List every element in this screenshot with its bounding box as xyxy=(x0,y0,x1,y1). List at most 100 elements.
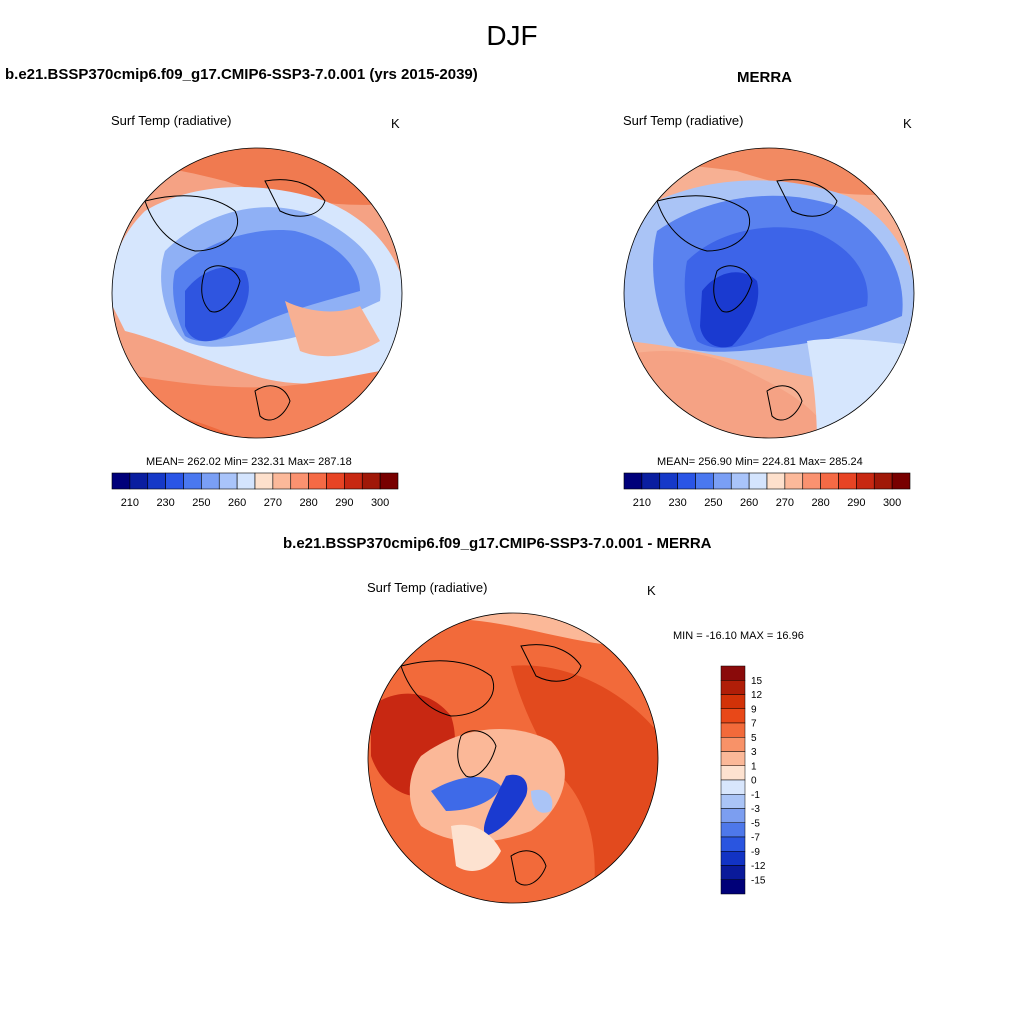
model-map-siberia-mild xyxy=(285,301,380,357)
diff-map-cold-patch xyxy=(531,789,553,813)
figure-title: DJF xyxy=(486,20,538,51)
model-colorbar-swatch xyxy=(272,472,292,490)
diff-units-label: K xyxy=(647,583,656,598)
diff-colorbar-swatch xyxy=(720,879,746,895)
obs-colorbar-tick-label: 230 xyxy=(668,497,686,509)
model-colorbar-tick-label: 290 xyxy=(335,497,353,509)
diff-colorbar-tick-label: 9 xyxy=(751,704,757,715)
obs-variable-label: Surf Temp (radiative) xyxy=(623,113,744,128)
model-colorbar-swatch xyxy=(361,472,381,490)
obs-map-greenland-core xyxy=(700,272,759,348)
model-colorbar-tick-label: 280 xyxy=(299,497,317,509)
diff-colorbar-swatch xyxy=(720,694,746,709)
diff-colorbar-swatch xyxy=(720,822,746,838)
obs-colorbar-swatch xyxy=(659,472,678,490)
model-polar-map xyxy=(111,147,403,439)
obs-polar-map xyxy=(623,147,915,439)
diff-polar-map xyxy=(367,612,659,904)
diff-colorbar: 15 12 9 7 5 3 1 0 -1 -3 -5 -7 -9 -12 -15 xyxy=(720,665,766,895)
diff-colorbar-swatch xyxy=(720,665,746,681)
diff-colorbar-tick-label: 3 xyxy=(751,747,757,758)
diff-colorbar-swatch xyxy=(720,865,746,880)
diff-panel-title: b.e21.BSSP370cmip6.f09_g17.CMIP6-SSP3-7.… xyxy=(283,535,712,552)
model-colorbar-swatch xyxy=(290,472,309,490)
obs-colorbar-swatch xyxy=(713,472,732,490)
diff-colorbar-swatch xyxy=(720,722,746,738)
model-variable-label: Surf Temp (radiative) xyxy=(111,113,232,128)
model-colorbar-swatch xyxy=(129,472,149,490)
diff-variable-label: Surf Temp (radiative) xyxy=(367,580,488,595)
diff-colorbar-tick-label: -5 xyxy=(751,818,760,829)
obs-colorbar-swatch xyxy=(784,472,804,490)
obs-map-eurasia-cool xyxy=(807,338,914,438)
diff-colorbar-tick-label: 12 xyxy=(751,690,763,701)
diff-map-cold-band-a xyxy=(431,776,501,811)
diff-colorbar-tick-label: 5 xyxy=(751,733,757,744)
diff-colorbar-swatch xyxy=(720,708,746,724)
model-colorbar-swatch xyxy=(218,472,238,490)
model-colorbar-swatch xyxy=(326,472,345,490)
diff-colorbar-swatch xyxy=(720,836,746,852)
diff-colorbar-swatch xyxy=(720,680,746,695)
obs-colorbar-swatch xyxy=(820,472,839,490)
obs-colorbar-swatch xyxy=(891,472,911,490)
diff-map-neutral-patch xyxy=(451,824,501,871)
model-colorbar-swatch xyxy=(379,472,399,490)
diff-colorbar-tick-label: -1 xyxy=(751,790,760,801)
diff-colorbar-tick-label: -3 xyxy=(751,804,760,815)
obs-colorbar-tick-label: 210 xyxy=(633,497,651,509)
obs-map-border xyxy=(623,147,915,439)
model-colorbar-tick-label: 210 xyxy=(121,497,139,509)
obs-map-coastlines xyxy=(656,179,838,421)
model-colorbar-swatch xyxy=(308,472,327,490)
obs-colorbar-swatch xyxy=(856,472,875,490)
diff-colorbar-tick-label: 7 xyxy=(751,719,757,730)
diff-colorbar-tick-label: 0 xyxy=(751,776,757,787)
diff-colorbar-swatch xyxy=(720,751,746,766)
diff-colorbar-swatch xyxy=(720,808,746,823)
obs-colorbar-swatch xyxy=(677,472,696,490)
obs-colorbar-swatch xyxy=(623,472,643,490)
obs-stats: MEAN= 256.90 Min= 224.81 Max= 285.24 xyxy=(657,456,863,468)
model-panel-title: b.e21.BSSP370cmip6.f09_g17.CMIP6-SSP3-7.… xyxy=(5,66,478,83)
diff-colorbar-tick-label: -9 xyxy=(751,847,760,858)
model-colorbar-swatch xyxy=(201,472,220,490)
model-colorbar-tick-label: 270 xyxy=(264,497,282,509)
model-colorbar-tick-label: 300 xyxy=(371,497,389,509)
obs-colorbar-swatch xyxy=(838,472,857,490)
obs-colorbar-swatch xyxy=(641,472,661,490)
model-colorbar-swatch xyxy=(344,472,363,490)
diff-colorbar-swatch xyxy=(720,794,746,809)
obs-colorbar: 210 230 250 260 270 280 290 300 xyxy=(623,472,911,509)
diff-colorbar-swatch xyxy=(720,765,746,781)
model-colorbar-tick-label: 250 xyxy=(192,497,210,509)
diff-colorbar-tick-label: 15 xyxy=(751,676,763,687)
obs-colorbar-swatch xyxy=(748,472,768,490)
diff-colorbar-swatch xyxy=(720,737,746,752)
model-colorbar-swatch xyxy=(236,472,256,490)
model-map-border xyxy=(111,147,403,439)
model-colorbar-tick-label: 260 xyxy=(228,497,246,509)
obs-colorbar-tick-label: 290 xyxy=(847,497,865,509)
diff-colorbar-tick-label: 1 xyxy=(751,761,757,772)
obs-colorbar-tick-label: 270 xyxy=(776,497,794,509)
model-units-label: K xyxy=(391,116,400,131)
diff-map-coastlines xyxy=(400,644,582,886)
model-colorbar-swatch xyxy=(165,472,184,490)
diff-colorbar-swatch xyxy=(720,779,746,795)
obs-colorbar-tick-label: 300 xyxy=(883,497,901,509)
obs-colorbar-tick-label: 280 xyxy=(811,497,829,509)
model-colorbar-swatch xyxy=(111,472,131,490)
model-colorbar-swatch xyxy=(254,472,274,490)
obs-colorbar-tick-label: 260 xyxy=(740,497,758,509)
model-map-greenland-core xyxy=(185,267,249,342)
model-colorbar-swatch xyxy=(147,472,166,490)
obs-panel-title: MERRA xyxy=(737,69,792,86)
diff-map-border xyxy=(367,612,659,904)
obs-colorbar-swatch xyxy=(766,472,786,490)
model-colorbar-tick-label: 230 xyxy=(156,497,174,509)
diff-map-cold-band-b xyxy=(483,774,528,836)
obs-units-label: K xyxy=(903,116,912,131)
obs-colorbar-swatch xyxy=(695,472,714,490)
model-colorbar: 210 230 250 260 270 280 290 300 xyxy=(111,472,399,509)
